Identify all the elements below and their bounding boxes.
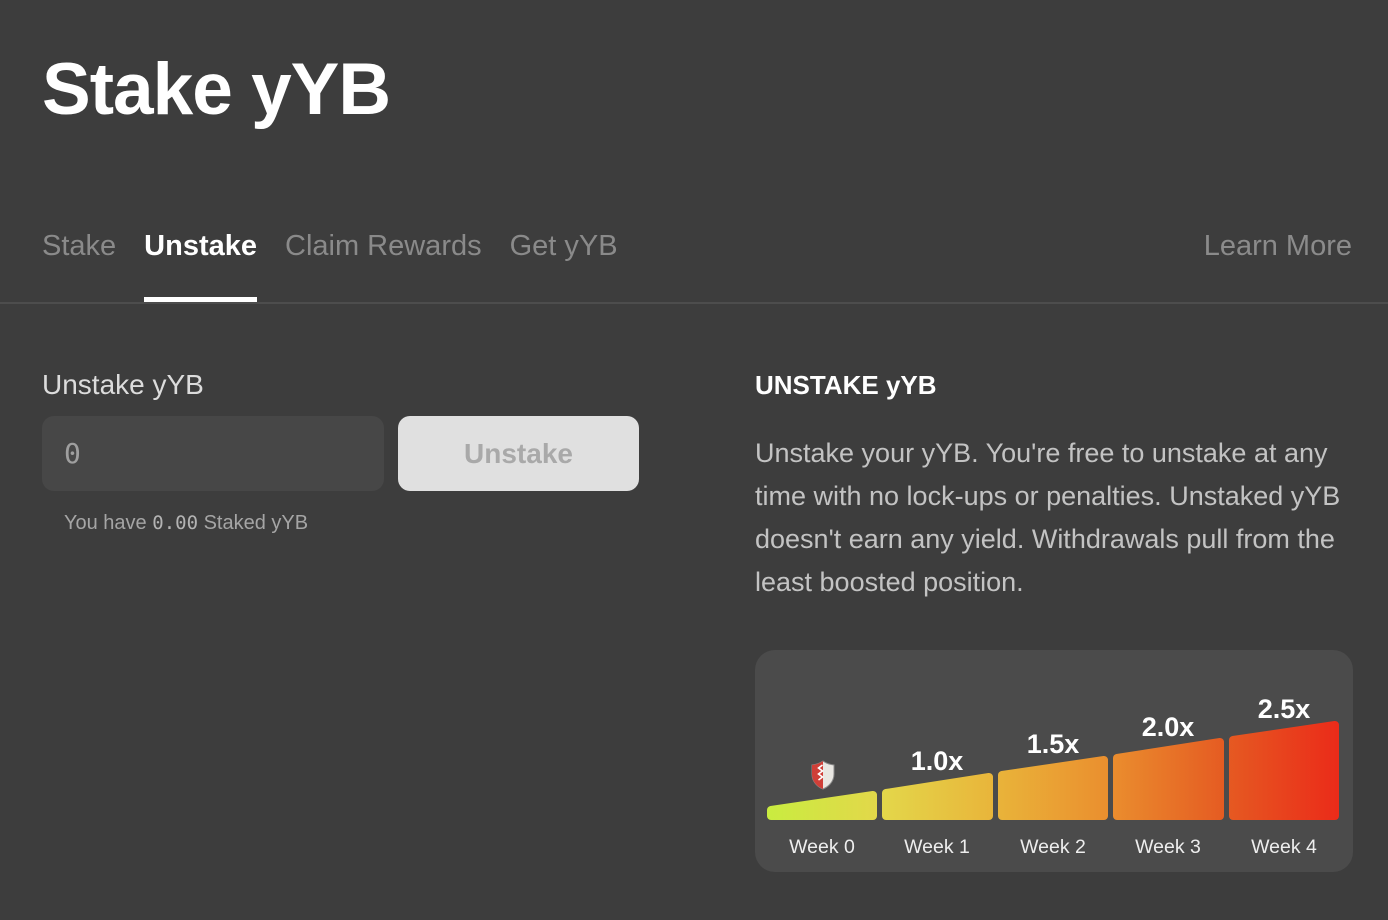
ramp-segment-week-4 (1229, 721, 1339, 820)
axis-label-week-0: Week 0 (789, 836, 855, 858)
boost-ramp-chart: 1.0x 1.5x 2.0x 2.5x Week 0 Week 1 Week 2… (767, 694, 1339, 858)
unstake-input-row: Unstake (42, 416, 639, 491)
shield-icon (811, 760, 835, 790)
info-heading: UNSTAKE yYB (755, 370, 937, 400)
unstake-amount-label: Unstake yYB (42, 369, 204, 400)
multiplier-label-week-4: 2.5x (1258, 694, 1311, 724)
axis-label-week-2: Week 2 (1020, 836, 1086, 858)
multiplier-label-week-3: 2.0x (1142, 712, 1195, 742)
page-title: Stake yYB (42, 49, 391, 130)
ramp-segment-week-3 (1113, 738, 1224, 820)
multiplier-label-week-1: 1.0x (911, 746, 964, 776)
balance-suffix: Staked yYB (203, 512, 309, 534)
multiplier-label-week-2: 1.5x (1027, 729, 1080, 759)
axis-label-week-1: Week 1 (904, 836, 970, 858)
boost-ramp-card: 1.0x 1.5x 2.0x 2.5x Week 0 Week 1 Week 2… (755, 650, 1353, 872)
unstake-button[interactable]: Unstake (398, 416, 639, 491)
tab-bar: Stake Unstake Claim Rewards Get yYB Lear… (0, 230, 1388, 304)
ramp-segment-week-2 (998, 756, 1108, 820)
tab-stake[interactable]: Stake (42, 230, 117, 262)
info-panel: UNSTAKE yYB Unstake your yYB. You're fre… (755, 369, 1353, 872)
page-header: Stake yYB (0, 0, 1388, 130)
tabs-group: Stake Unstake Claim Rewards Get yYB (42, 230, 618, 302)
tab-unstake[interactable]: Unstake (144, 230, 257, 302)
ramp-segment-week-1 (882, 773, 993, 820)
info-description: Unstake your yYB. You're free to unstake… (755, 438, 1341, 597)
tab-get-yyb[interactable]: Get yYB (509, 230, 618, 262)
balance-prefix: You have (64, 512, 147, 534)
unstake-form-panel: Unstake yYB Unstake You have 0.00 Staked… (42, 369, 639, 872)
tab-claim-rewards[interactable]: Claim Rewards (285, 230, 482, 262)
staked-balance-text: You have 0.00 Staked yYB (42, 512, 639, 535)
unstake-amount-input[interactable] (42, 416, 384, 491)
main-content: Unstake yYB Unstake You have 0.00 Staked… (0, 304, 1388, 872)
ramp-segment-week-0 (767, 791, 877, 820)
learn-more-link[interactable]: Learn More (1203, 230, 1352, 262)
balance-value: 0.00 (152, 512, 199, 534)
axis-label-week-4: Week 4 (1251, 836, 1317, 858)
axis-label-week-3: Week 3 (1135, 836, 1201, 858)
